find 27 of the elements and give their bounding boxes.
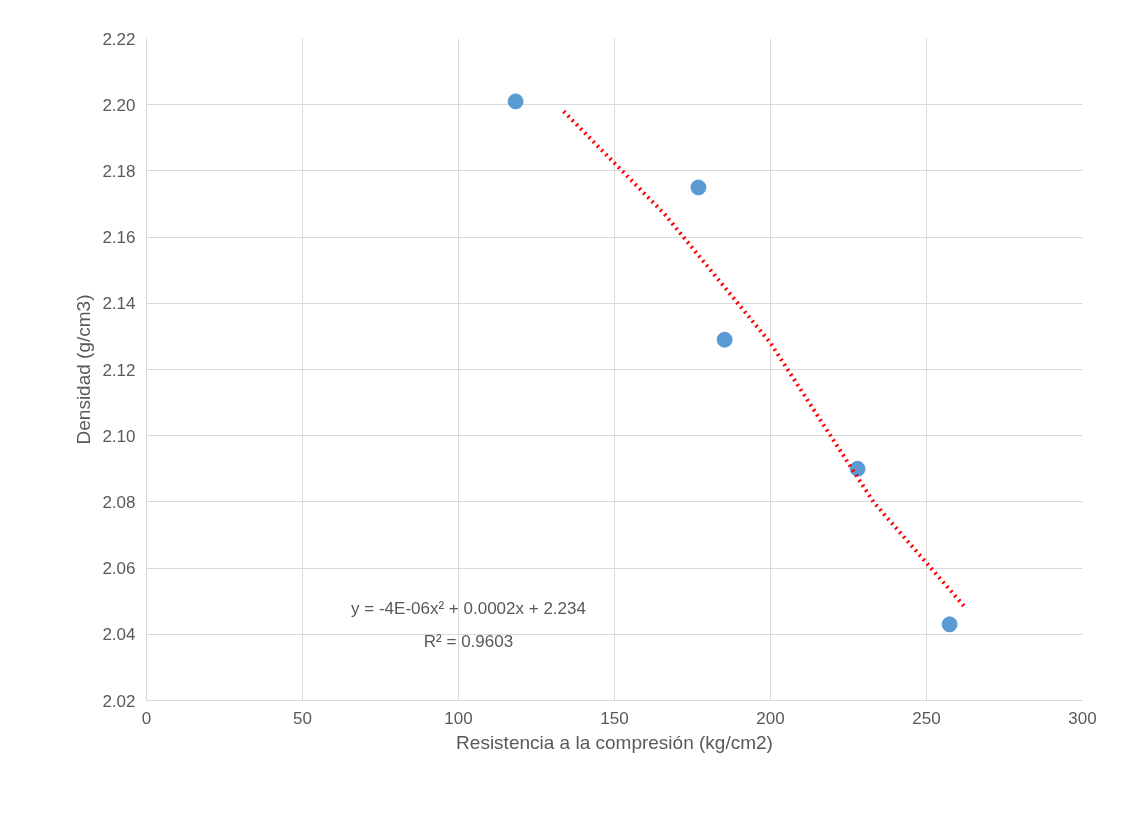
y-tick-label: 2.04 bbox=[102, 625, 136, 645]
y-tick-label: 2.22 bbox=[102, 29, 136, 49]
y-tick-label: 2.18 bbox=[102, 161, 136, 181]
y-tick-label: 2.16 bbox=[102, 228, 136, 248]
y-axis-title: Densidad (g/cm3) bbox=[73, 294, 95, 445]
x-tick-label: 150 bbox=[600, 708, 629, 728]
y-tick-label: 2.02 bbox=[102, 691, 136, 711]
y-tick-label: 2.10 bbox=[102, 426, 136, 446]
y-tick-label: 2.12 bbox=[102, 360, 136, 380]
y-tick-label: 2.14 bbox=[102, 294, 136, 314]
x-tick-label: 200 bbox=[756, 708, 785, 728]
y-tick-label: 2.20 bbox=[102, 95, 136, 115]
x-tick-label: 50 bbox=[293, 708, 312, 728]
annotation: y = -4E-06x² + 0.0002x + 2.234 bbox=[351, 599, 586, 618]
x-tick-label: 250 bbox=[912, 708, 941, 728]
point bbox=[716, 331, 733, 348]
x-tick-label: 300 bbox=[1068, 708, 1097, 728]
y-tick-label: 2.06 bbox=[102, 559, 136, 579]
x-tick-label: 0 bbox=[141, 708, 152, 728]
annotation: R² = 0.9603 bbox=[423, 632, 514, 651]
point bbox=[690, 179, 707, 196]
point bbox=[849, 460, 866, 477]
point bbox=[941, 616, 958, 633]
x-axis-title: Resistencia a la compresión (kg/cm2) bbox=[456, 731, 773, 753]
y-tick-label: 2.08 bbox=[102, 492, 136, 512]
x-tick-label: 100 bbox=[444, 708, 473, 728]
point bbox=[507, 93, 524, 110]
